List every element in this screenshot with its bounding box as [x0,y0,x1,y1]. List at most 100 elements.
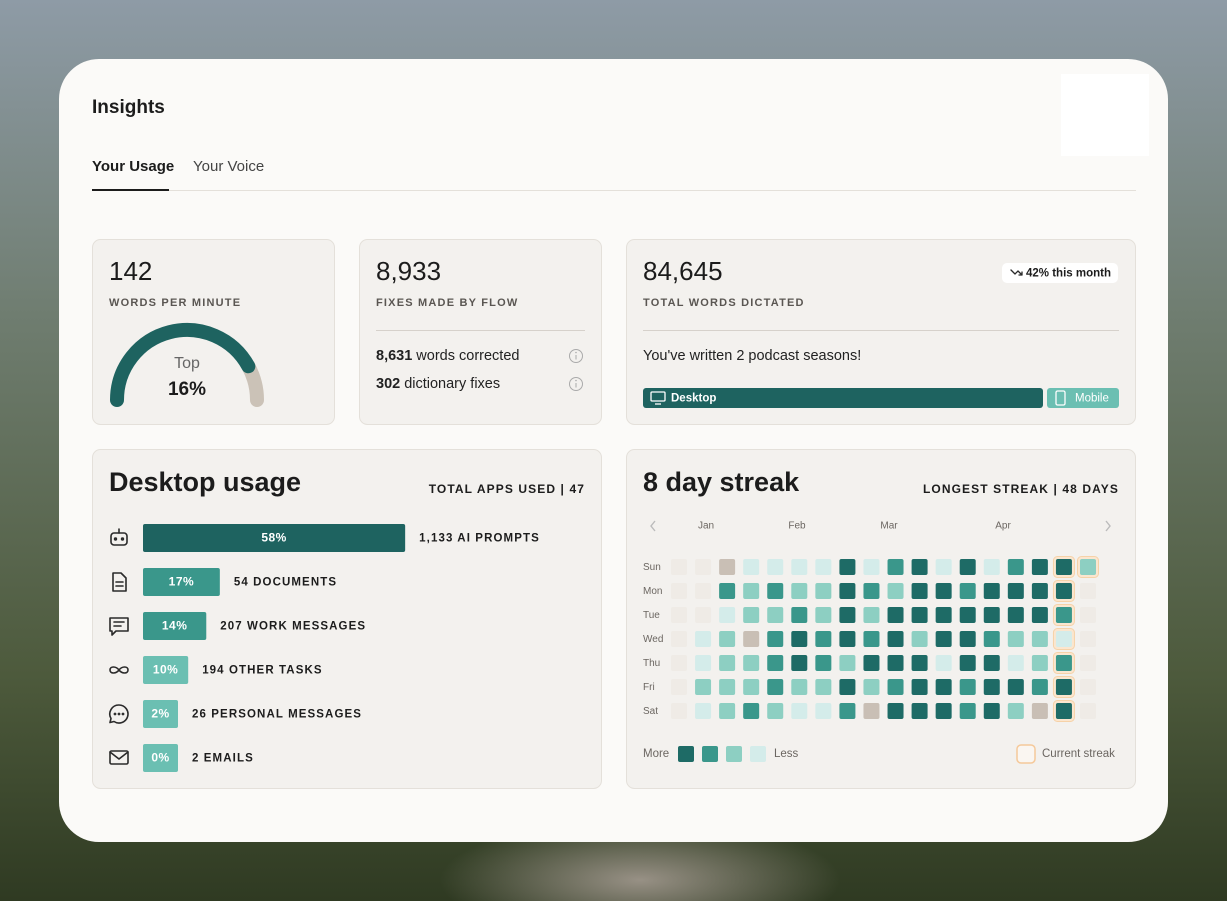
heat-cell [959,679,976,695]
document-icon [112,572,127,592]
heat-cell [743,607,760,623]
heat-cell [815,607,832,623]
legend-more: More [643,748,669,760]
heat-cell [743,703,760,719]
heat-cell [935,583,952,599]
robot-icon [110,528,128,546]
heat-cell [695,583,712,599]
heat-cell [839,607,856,623]
heat-cell [935,703,952,719]
day-label: Sat [643,706,658,717]
usage-percent: 14% [162,619,188,633]
tab[interactable]: Your Usage [92,158,174,175]
fix-count: 302 [376,376,400,392]
heat-cell [1080,703,1096,719]
card-summary: TOTAL APPS USED | 47 [429,482,585,496]
heat-cell [719,679,736,695]
legend-swatch [750,746,766,762]
month-label: Jan [698,521,714,532]
heat-cell [719,583,736,599]
day-label: Thu [643,658,660,669]
badge [1002,263,1118,283]
heat-cell [815,703,832,719]
heat-cell [863,631,880,647]
heat-cell [839,703,856,719]
stat-value: 8,933 [376,256,441,286]
blank-panel [1061,74,1149,156]
heat-cell [815,631,832,647]
heat-cell [983,703,1000,719]
fix-label: words corrected [415,348,519,364]
usage-percent: 0% [151,751,169,765]
heat-cell [791,607,808,623]
legend-swatch [726,746,742,762]
heat-cell [959,583,976,599]
heat-cell [743,631,760,647]
heat-cell [1031,607,1048,623]
usage-bar [143,744,178,772]
heat-cell [911,703,928,719]
heat-cell [1080,655,1096,671]
heat-cell [983,607,1000,623]
mobile-icon [1055,390,1066,406]
heat-cell [983,679,1000,695]
heat-cell [1080,679,1096,695]
heat-cell [935,655,952,671]
heat-cell [767,583,784,599]
heat-cell [863,703,880,719]
heat-cell [671,607,687,623]
heat-cell [695,703,712,719]
heat-cell [719,607,736,623]
heat-cell [1007,631,1024,647]
heat-cell [1031,583,1048,599]
heat-cell [839,655,856,671]
info-icon[interactable] [569,377,583,391]
heat-cell [1080,559,1096,575]
heat-cell [959,607,976,623]
heat-cell [1031,631,1048,647]
usage-label: 194 OTHER TASKS [202,665,322,677]
usage-label: 1,133 AI PROMPTS [419,533,540,545]
usage-percent: 10% [153,663,179,677]
usage-percent: 58% [261,531,287,545]
legend-swatch [678,746,694,762]
prev-arrow[interactable] [650,520,656,532]
usage-label: 2 EMAILS [192,753,254,765]
heat-cell [719,631,736,647]
usage-label: 207 WORK MESSAGES [220,621,366,633]
info-icon[interactable] [569,349,583,363]
heat-cell [839,679,856,695]
legend-current-swatch [1016,744,1036,764]
heat-cell [863,655,880,671]
stat-value: 84,645 [643,256,723,286]
heat-cell [791,655,808,671]
heat-cell [791,679,808,695]
day-label: Tue [643,610,660,621]
tab[interactable]: Your Voice [193,158,264,175]
heat-cell [791,703,808,719]
heat-cell [839,631,856,647]
card-title: Desktop usage [109,467,301,497]
usage-bar [143,612,207,640]
heat-cell [767,703,784,719]
heat-cell [767,655,784,671]
heat-cell [887,631,904,647]
heat-cell [1031,655,1048,671]
legend-current: Current streak [1042,748,1115,760]
heat-cell [719,655,736,671]
heat-cell [1080,583,1096,599]
stat-value: 142 [109,256,152,286]
heat-cell [1080,631,1096,647]
heat-cell [695,631,712,647]
heat-cell [839,559,856,575]
heat-cell [983,655,1000,671]
platform-label: Desktop [671,393,716,405]
heat-cell [887,679,904,695]
usage-percent: 2% [151,707,169,721]
heat-cell [887,655,904,671]
next-arrow[interactable] [1105,520,1111,532]
heat-cell [1007,655,1024,671]
usage-label: 54 DOCUMENTS [234,577,337,589]
usage-bar [143,656,189,684]
message: You've written 2 podcast seasons! [643,348,861,364]
